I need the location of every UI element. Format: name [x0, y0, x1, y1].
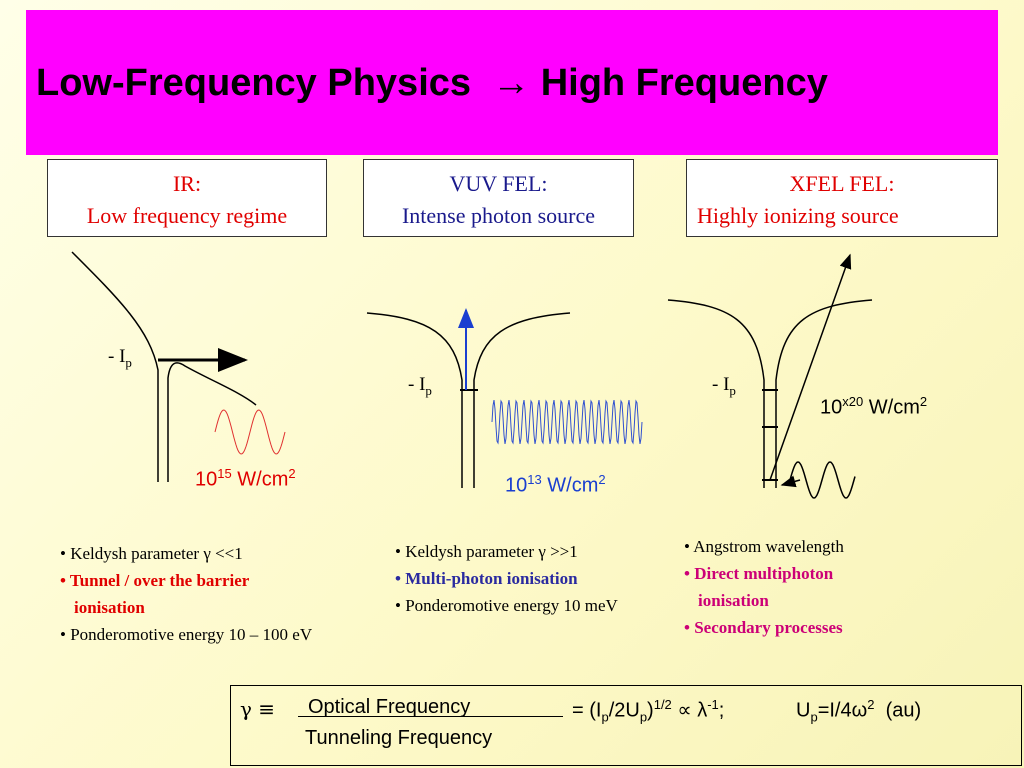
bullet: • Ponderomotive energy 10 meV: [395, 596, 618, 615]
bullet: • Direct multiphoton ionisation: [684, 564, 834, 610]
ionization-arrow: [769, 253, 852, 481]
text: - I: [108, 346, 126, 367]
text: =I/4ω: [817, 699, 868, 722]
numerator: Optical Frequency: [308, 696, 471, 718]
bullet: • Secondary processes: [684, 618, 843, 637]
panel-heading: IR:: [172, 171, 202, 196]
denominator: Tunneling Frequency: [305, 727, 493, 749]
text: W/cm: [541, 474, 599, 497]
panel-heading: VUV FEL:: [449, 171, 548, 196]
formula-box: [230, 685, 1022, 766]
intensity: 10x20 W/cm2: [820, 394, 927, 420]
text: 13: [527, 472, 542, 487]
bullet: • Multi-photon ionisation: [395, 569, 578, 588]
text: = (I: [572, 699, 602, 722]
text: 10: [195, 468, 218, 491]
text: U: [796, 699, 811, 722]
panel-subheading: Highly ionizing source: [697, 203, 899, 228]
wave: [214, 409, 286, 455]
text: p: [729, 382, 736, 398]
title-bar: [26, 10, 998, 155]
level-label: - Ip: [408, 374, 432, 399]
panel-box: XFEL FEL: Highly ionizing source: [686, 159, 998, 237]
text: W/cm: [863, 396, 920, 419]
intensity: 1015 W/cm2: [195, 466, 296, 492]
potential-curve: [366, 312, 571, 488]
text: p: [425, 382, 432, 398]
text: x20: [842, 394, 864, 409]
level-label: - Ip: [712, 374, 736, 399]
title: Low-Frequency Physics → High Frequency: [36, 62, 828, 104]
text: 2: [598, 472, 606, 487]
text: p: [125, 354, 132, 370]
bullet-list: • Keldysh parameter γ >>1 • Multi-photon…: [395, 538, 645, 619]
potential-curve: [667, 299, 873, 488]
text: 1/2: [653, 697, 672, 712]
photon-arrow: [780, 475, 801, 488]
text: /2U: [608, 699, 640, 722]
panel-subheading: Intense photon source: [401, 203, 596, 228]
potential-curve: [71, 251, 159, 482]
ratio: = (Ip/2Up)1/2 ∝ λ-1;: [572, 697, 724, 725]
text: - I: [408, 374, 426, 395]
bullet: • Keldysh parameter γ >>1: [395, 542, 578, 561]
text: 10: [820, 396, 843, 419]
gamma-definition: γ ≡: [240, 697, 276, 721]
bullet: • Ponderomotive energy 10 – 100 eV: [60, 625, 313, 644]
text: 2: [919, 394, 928, 409]
text: ;: [718, 699, 725, 722]
panel-subheading: Low frequency regime: [86, 203, 288, 228]
text: 15: [217, 466, 232, 481]
panel-heading: XFEL FEL:: [789, 171, 895, 196]
ponderomotive: Up=I/4ω2 (au): [796, 697, 921, 725]
bullet: • Tunnel / over the barrier ionisation: [60, 571, 250, 617]
text: p: [810, 709, 818, 725]
text: p: [639, 709, 648, 725]
text: (au): [874, 699, 922, 722]
text: 2: [867, 697, 875, 712]
text: 10: [505, 474, 528, 497]
wave: [789, 461, 856, 499]
intensity: 1013 W/cm2: [505, 472, 606, 498]
text: -1: [707, 697, 719, 712]
bullet-list: • Angstrom wavelength • Direct multiphot…: [684, 533, 909, 641]
text: ): [647, 699, 654, 722]
text: W/cm: [231, 468, 289, 491]
fraction-line: [298, 716, 563, 717]
panel-box: IR: Low frequency regime: [47, 159, 327, 237]
potential-curve: [167, 362, 257, 482]
text: ∝ λ: [671, 699, 708, 722]
wave: [491, 399, 643, 445]
bullet: • Keldysh parameter γ <<1: [60, 544, 243, 563]
text: p: [601, 709, 609, 725]
bullet-list: • Keldysh parameter γ <<1 • Tunnel / ove…: [60, 540, 320, 648]
panel-box: VUV FEL: Intense photon source: [363, 159, 634, 237]
text: 2: [288, 466, 296, 481]
text: - I: [712, 374, 730, 395]
level-label: - Ip: [108, 346, 132, 371]
bullet: • Angstrom wavelength: [684, 537, 844, 556]
